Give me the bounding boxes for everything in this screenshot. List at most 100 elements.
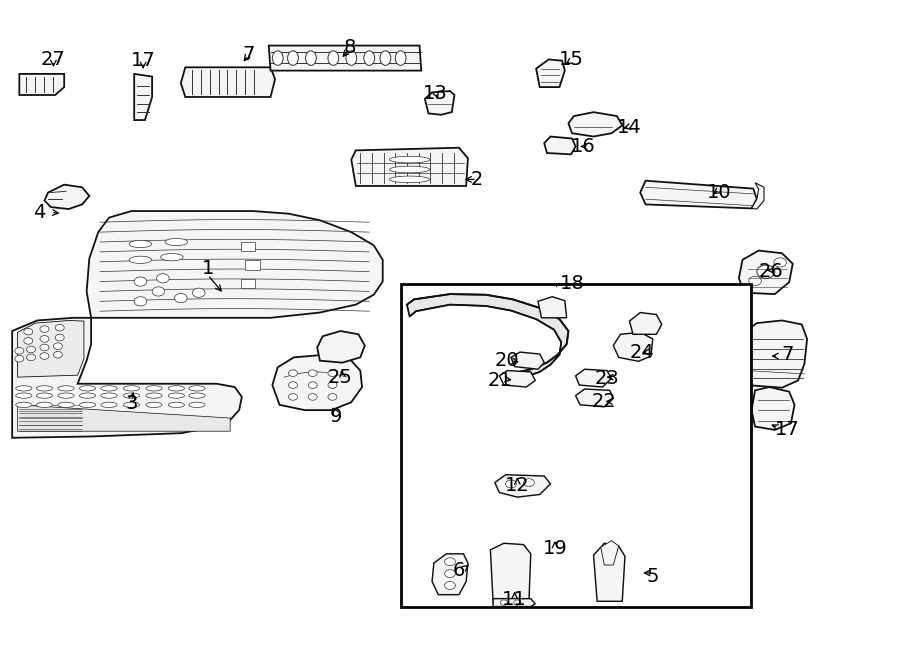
FancyBboxPatch shape: [400, 283, 751, 606]
Ellipse shape: [305, 51, 316, 66]
Ellipse shape: [390, 156, 430, 163]
Ellipse shape: [328, 51, 338, 66]
Text: 16: 16: [571, 137, 595, 156]
Circle shape: [289, 370, 298, 377]
Ellipse shape: [15, 393, 32, 399]
Text: 7: 7: [781, 345, 794, 363]
Text: 15: 15: [559, 50, 583, 69]
Ellipse shape: [58, 393, 74, 399]
Ellipse shape: [58, 386, 74, 391]
Ellipse shape: [36, 386, 52, 391]
Ellipse shape: [146, 402, 162, 408]
Circle shape: [506, 480, 517, 488]
Text: 4: 4: [33, 203, 45, 222]
Text: 1: 1: [202, 259, 214, 278]
Polygon shape: [640, 181, 757, 209]
Text: 26: 26: [759, 262, 784, 281]
Ellipse shape: [146, 393, 162, 399]
Text: 8: 8: [343, 38, 356, 57]
Circle shape: [774, 258, 787, 267]
Ellipse shape: [364, 51, 374, 66]
Ellipse shape: [189, 402, 205, 408]
Ellipse shape: [168, 386, 184, 391]
Circle shape: [40, 353, 49, 359]
Polygon shape: [742, 320, 807, 388]
Text: 17: 17: [130, 51, 156, 70]
FancyBboxPatch shape: [246, 260, 260, 269]
Polygon shape: [269, 46, 421, 71]
Circle shape: [328, 370, 337, 377]
Ellipse shape: [346, 51, 356, 66]
Polygon shape: [600, 541, 618, 565]
Ellipse shape: [36, 393, 52, 399]
Polygon shape: [425, 91, 454, 115]
Polygon shape: [493, 598, 536, 606]
Polygon shape: [752, 387, 795, 430]
Polygon shape: [569, 112, 622, 136]
Polygon shape: [576, 369, 611, 387]
Polygon shape: [576, 389, 613, 407]
Ellipse shape: [130, 256, 152, 263]
Ellipse shape: [168, 393, 184, 399]
Polygon shape: [86, 211, 382, 318]
FancyBboxPatch shape: [241, 279, 256, 288]
Polygon shape: [500, 371, 536, 387]
Text: 6: 6: [453, 561, 465, 580]
Text: 23: 23: [595, 369, 619, 388]
Ellipse shape: [79, 393, 95, 399]
Text: 2: 2: [471, 170, 483, 189]
Text: 24: 24: [630, 344, 654, 362]
Polygon shape: [134, 74, 152, 120]
Circle shape: [308, 370, 317, 377]
Text: 5: 5: [646, 567, 659, 586]
Circle shape: [514, 600, 521, 605]
Polygon shape: [511, 352, 544, 369]
Circle shape: [40, 336, 49, 342]
Text: 13: 13: [423, 84, 448, 103]
Ellipse shape: [15, 386, 32, 391]
Polygon shape: [432, 554, 468, 594]
Ellipse shape: [15, 402, 32, 408]
Ellipse shape: [390, 176, 430, 183]
Circle shape: [308, 382, 317, 389]
Ellipse shape: [189, 393, 205, 399]
Ellipse shape: [395, 51, 406, 66]
Polygon shape: [181, 68, 275, 97]
Ellipse shape: [130, 240, 152, 248]
Polygon shape: [17, 320, 84, 377]
Circle shape: [134, 297, 147, 306]
Ellipse shape: [58, 402, 74, 408]
Polygon shape: [13, 318, 242, 438]
Text: 18: 18: [560, 274, 584, 293]
Ellipse shape: [123, 393, 140, 399]
Polygon shape: [739, 251, 793, 294]
Polygon shape: [594, 544, 625, 601]
Ellipse shape: [146, 386, 162, 391]
Circle shape: [500, 600, 508, 605]
Text: 14: 14: [617, 118, 642, 138]
Circle shape: [55, 334, 64, 341]
Circle shape: [40, 326, 49, 332]
Polygon shape: [44, 185, 89, 209]
Polygon shape: [536, 60, 565, 87]
Circle shape: [328, 394, 337, 401]
Text: 11: 11: [502, 591, 527, 610]
Ellipse shape: [165, 238, 187, 246]
Polygon shape: [495, 475, 551, 497]
Ellipse shape: [123, 386, 140, 391]
Text: 25: 25: [328, 367, 353, 387]
Ellipse shape: [101, 393, 117, 399]
Text: 20: 20: [494, 351, 518, 370]
Text: 7: 7: [242, 44, 255, 64]
Ellipse shape: [101, 386, 117, 391]
Circle shape: [14, 348, 23, 354]
Polygon shape: [613, 332, 652, 361]
Circle shape: [524, 479, 535, 487]
Ellipse shape: [123, 402, 140, 408]
Polygon shape: [544, 136, 576, 154]
Circle shape: [23, 338, 32, 344]
Ellipse shape: [36, 402, 52, 408]
Text: 9: 9: [330, 407, 342, 426]
Text: 3: 3: [125, 394, 138, 413]
Circle shape: [26, 354, 35, 361]
